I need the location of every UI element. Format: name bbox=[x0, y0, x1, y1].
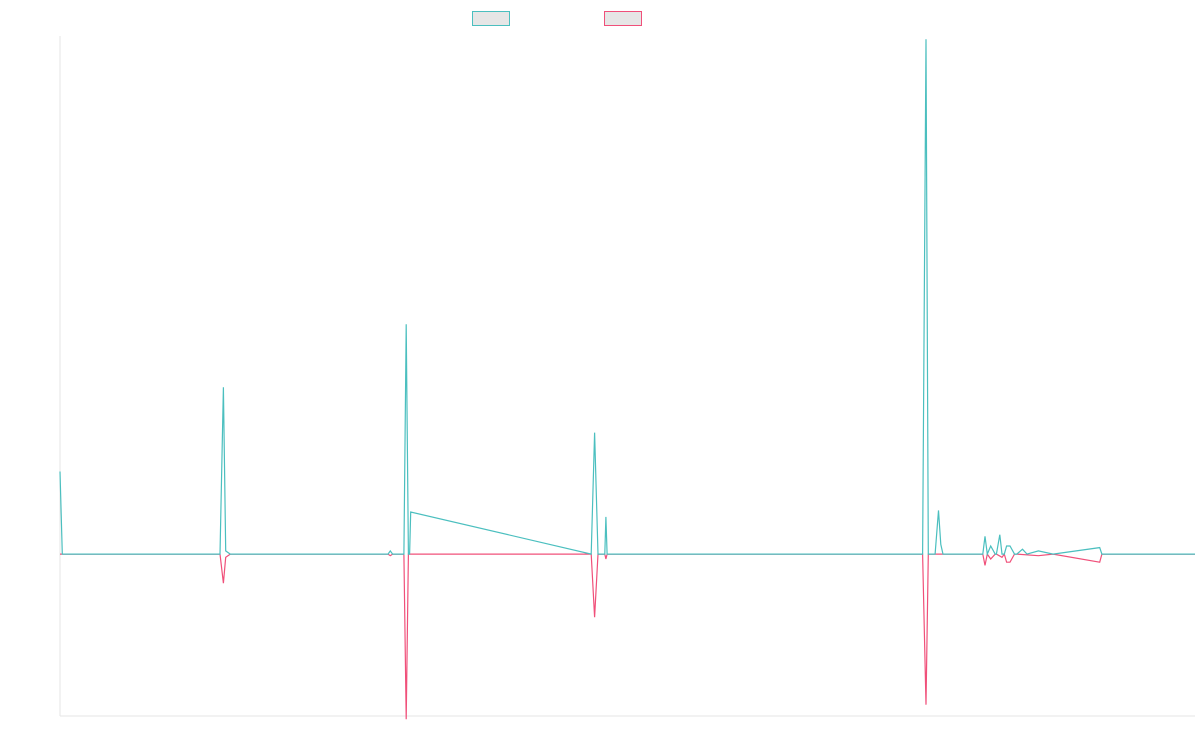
legend-item-series-1[interactable] bbox=[472, 9, 516, 27]
series-line-2[interactable] bbox=[60, 552, 1195, 720]
series-layer bbox=[59, 39, 1195, 720]
chart-axes bbox=[59, 36, 1195, 717]
series-line-1[interactable] bbox=[59, 39, 1195, 557]
legend-swatch-series-2 bbox=[604, 10, 642, 26]
chart-legend[interactable] bbox=[0, 9, 1200, 27]
legend-item-series-2[interactable] bbox=[604, 9, 648, 27]
legend-swatch-series-1 bbox=[472, 10, 510, 26]
